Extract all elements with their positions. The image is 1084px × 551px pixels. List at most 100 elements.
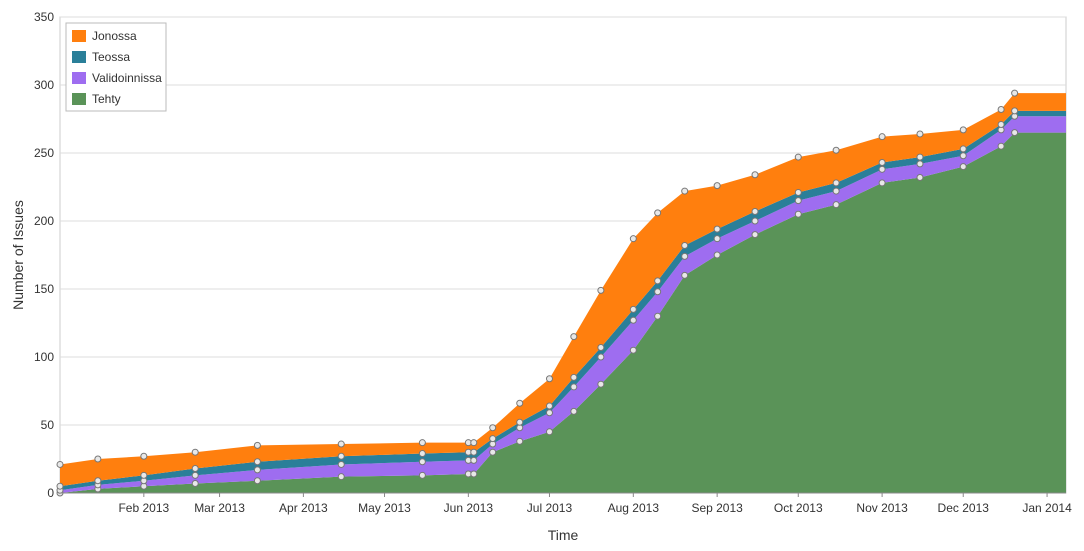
point-teossa: [713, 225, 721, 233]
point-jonossa: [832, 146, 840, 154]
point-teossa: [191, 465, 199, 473]
legend-label-validoinnissa: Validoinnissa: [92, 71, 162, 85]
point-validoinnissa: [681, 252, 689, 260]
y-tick-label: 200: [34, 214, 54, 228]
x-tick-label: Apr 2013: [279, 501, 328, 515]
point-tehty: [713, 251, 721, 259]
point-teossa: [681, 241, 689, 249]
point-validoinnissa: [337, 460, 345, 468]
point-teossa: [94, 477, 102, 485]
point-teossa: [545, 402, 553, 410]
x-tick-label: Nov 2013: [856, 501, 908, 515]
point-jonossa: [878, 133, 886, 141]
point-tehty: [997, 142, 1005, 150]
point-validoinnissa: [916, 160, 924, 168]
legend-label-jonossa: Jonossa: [92, 29, 137, 43]
legend-swatch-validoinnissa: [72, 72, 86, 84]
point-jonossa: [597, 286, 605, 294]
point-jonossa: [470, 439, 478, 447]
x-tick-label: Jun 2013: [444, 501, 494, 515]
y-tick-label: 350: [34, 10, 54, 24]
point-tehty: [516, 437, 524, 445]
point-validoinnissa: [959, 152, 967, 160]
point-jonossa: [794, 153, 802, 161]
point-validoinnissa: [191, 471, 199, 479]
point-jonossa: [713, 182, 721, 190]
point-jonossa: [418, 439, 426, 447]
legend-swatch-jonossa: [72, 30, 86, 42]
point-validoinnissa: [597, 353, 605, 361]
x-tick-label: Oct 2013: [774, 501, 823, 515]
point-teossa: [997, 120, 1005, 128]
point-jonossa: [916, 130, 924, 138]
point-tehty: [878, 179, 886, 187]
point-tehty: [418, 471, 426, 479]
y-tick-label: 250: [34, 146, 54, 160]
point-jonossa: [1011, 89, 1019, 97]
point-teossa: [489, 435, 497, 443]
point-jonossa: [751, 171, 759, 179]
point-teossa: [418, 450, 426, 458]
y-tick-label: 50: [41, 418, 55, 432]
axes: Time Number of Issues 0 50 100 150 200 250 300…: [10, 10, 1072, 543]
x-axis-title: Time: [548, 527, 579, 543]
x-tick-label: May 2013: [358, 501, 411, 515]
point-tehty: [794, 210, 802, 218]
point-jonossa: [629, 235, 637, 243]
point-validoinnissa: [878, 165, 886, 173]
point-jonossa: [681, 187, 689, 195]
point-teossa: [878, 159, 886, 167]
point-teossa: [597, 343, 605, 351]
point-tehty: [337, 473, 345, 481]
legend-label-tehty: Tehty: [92, 92, 121, 106]
point-teossa: [654, 277, 662, 285]
point-validoinnissa: [751, 217, 759, 225]
point-tehty: [545, 428, 553, 436]
point-teossa: [629, 305, 637, 313]
point-validoinnissa: [654, 288, 662, 296]
point-validoinnissa: [629, 316, 637, 324]
point-tehty: [253, 477, 261, 485]
x-tick-label: Dec 2013: [938, 501, 990, 515]
point-teossa: [253, 458, 261, 466]
legend: Jonossa Teossa Validoinnissa Tehty: [65, 22, 167, 112]
point-validoinnissa: [570, 383, 578, 391]
point-tehty: [832, 201, 840, 209]
point-jonossa: [997, 105, 1005, 113]
point-tehty: [597, 380, 605, 388]
point-teossa: [140, 471, 148, 479]
point-tehty: [470, 470, 478, 478]
area-validoinnissa: [60, 116, 1066, 493]
point-teossa: [794, 188, 802, 196]
x-tick-label: Jul 2013: [527, 501, 573, 515]
point-teossa: [916, 153, 924, 161]
point-jonossa: [959, 126, 967, 134]
point-tehty: [629, 346, 637, 354]
point-tehty: [1011, 129, 1019, 137]
point-teossa: [56, 482, 64, 490]
x-tick-label: Aug 2013: [608, 501, 660, 515]
point-validoinnissa: [418, 458, 426, 466]
point-teossa: [832, 179, 840, 187]
point-validoinnissa: [470, 456, 478, 464]
point-jonossa: [489, 424, 497, 432]
area-tehty: [60, 132, 1066, 493]
y-tick-label: 100: [34, 350, 54, 364]
point-tehty: [489, 448, 497, 456]
point-jonossa: [253, 441, 261, 449]
point-teossa: [751, 207, 759, 215]
data-points: [56, 89, 1019, 497]
point-jonossa: [654, 209, 662, 217]
point-teossa: [337, 452, 345, 460]
point-validoinnissa: [794, 197, 802, 205]
point-validoinnissa: [713, 235, 721, 243]
point-teossa: [570, 373, 578, 381]
point-teossa: [470, 448, 478, 456]
point-jonossa: [94, 455, 102, 463]
point-tehty: [959, 163, 967, 171]
point-jonossa: [337, 440, 345, 448]
point-jonossa: [191, 448, 199, 456]
x-tick-label: Mar 2013: [194, 501, 245, 515]
